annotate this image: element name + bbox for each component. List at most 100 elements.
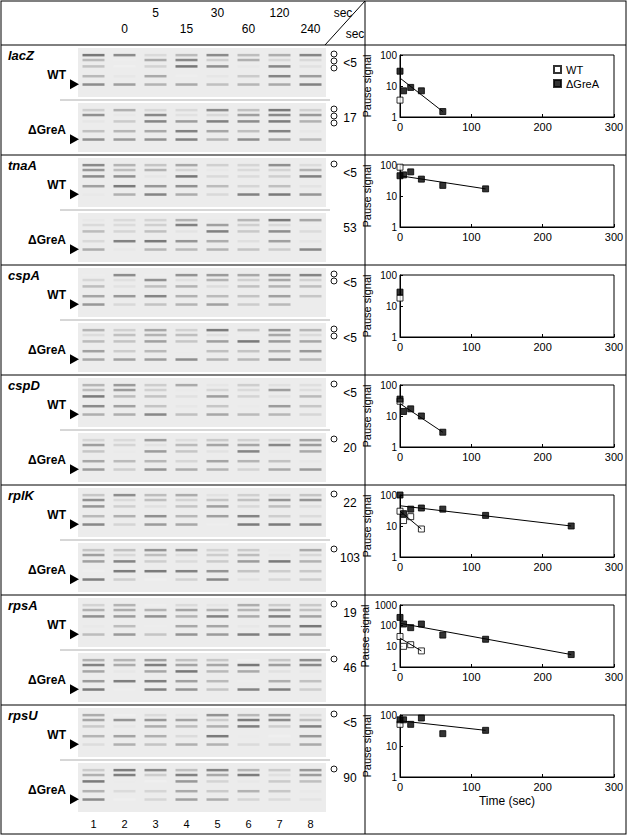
svg-text:Pause signal: Pause signal: [361, 495, 373, 558]
svg-text:sec: sec: [334, 6, 353, 20]
svg-text:100: 100: [462, 561, 480, 573]
svg-text:10: 10: [386, 411, 398, 422]
svg-text:100: 100: [380, 50, 397, 61]
svg-text:300: 300: [605, 781, 623, 793]
svg-text:10: 10: [386, 521, 398, 532]
svg-text:ΔGreA: ΔGreA: [28, 783, 66, 797]
svg-text:240: 240: [300, 22, 320, 36]
svg-text:200: 200: [533, 671, 551, 683]
svg-text:10: 10: [386, 191, 398, 202]
svg-text:7: 7: [276, 818, 282, 830]
svg-text:ΔGreA: ΔGreA: [566, 78, 600, 90]
svg-text:200: 200: [533, 341, 551, 353]
svg-text:20: 20: [343, 441, 357, 455]
svg-text:300: 300: [605, 561, 623, 573]
svg-text:WT: WT: [47, 398, 66, 412]
svg-text:3: 3: [152, 818, 158, 830]
svg-text:10: 10: [386, 741, 398, 752]
svg-text:Time (sec): Time (sec): [479, 794, 535, 808]
svg-text:300: 300: [605, 451, 623, 463]
svg-text:ΔGreA: ΔGreA: [28, 453, 66, 467]
svg-text:WT: WT: [47, 68, 66, 82]
svg-text:5: 5: [214, 818, 220, 830]
svg-text:ΔGreA: ΔGreA: [28, 343, 66, 357]
svg-text:ΔGreA: ΔGreA: [28, 563, 66, 577]
svg-text:Pause signal: Pause signal: [361, 385, 373, 448]
svg-text:5: 5: [152, 6, 159, 20]
svg-text:100: 100: [380, 270, 397, 281]
svg-text:Pause signal: Pause signal: [361, 55, 373, 118]
svg-text:tnaA: tnaA: [8, 158, 37, 173]
svg-text:<5: <5: [343, 56, 357, 70]
svg-text:Pause signal: Pause signal: [361, 715, 373, 778]
svg-text:WT: WT: [47, 508, 66, 522]
svg-text:<5: <5: [343, 276, 357, 290]
svg-text:300: 300: [605, 341, 623, 353]
svg-text:2: 2: [121, 818, 127, 830]
svg-text:200: 200: [533, 561, 551, 573]
svg-text:rplK: rplK: [8, 488, 36, 503]
svg-text:200: 200: [533, 231, 551, 243]
svg-text:53: 53: [343, 221, 357, 235]
svg-text:sec: sec: [346, 27, 365, 41]
svg-text:0: 0: [397, 231, 403, 243]
svg-text:46: 46: [343, 661, 357, 675]
svg-text:0: 0: [121, 22, 128, 36]
svg-text:17: 17: [343, 111, 357, 125]
svg-text:60: 60: [242, 22, 256, 36]
svg-text:90: 90: [343, 771, 357, 785]
svg-text:1000: 1000: [375, 600, 398, 611]
svg-text:WT: WT: [47, 618, 66, 632]
svg-text:WT: WT: [47, 728, 66, 742]
svg-text:10: 10: [386, 81, 398, 92]
svg-text:100: 100: [462, 121, 480, 133]
svg-text:200: 200: [533, 781, 551, 793]
svg-text:ΔGreA: ΔGreA: [28, 673, 66, 687]
svg-text:10: 10: [386, 641, 398, 652]
svg-text:30: 30: [211, 6, 225, 20]
svg-text:10: 10: [386, 301, 398, 312]
svg-text:WT: WT: [47, 288, 66, 302]
svg-text:300: 300: [605, 121, 623, 133]
svg-text:ΔGreA: ΔGreA: [28, 233, 66, 247]
svg-text:rpsA: rpsA: [8, 598, 38, 613]
svg-text:19: 19: [343, 606, 357, 620]
svg-text:6: 6: [245, 818, 251, 830]
svg-text:<5: <5: [343, 331, 357, 345]
svg-text:WT: WT: [566, 64, 583, 76]
svg-text:300: 300: [605, 231, 623, 243]
svg-text:<5: <5: [343, 716, 357, 730]
svg-text:WT: WT: [47, 178, 66, 192]
svg-text:0: 0: [397, 671, 403, 683]
svg-text:100: 100: [380, 380, 397, 391]
svg-text:100: 100: [462, 451, 480, 463]
svg-text:Pause signal: Pause signal: [361, 165, 373, 228]
svg-text:200: 200: [533, 451, 551, 463]
svg-text:100: 100: [380, 710, 397, 721]
svg-text:cspA: cspA: [8, 268, 40, 283]
svg-text:ΔGreA: ΔGreA: [28, 123, 66, 137]
svg-text:0: 0: [397, 341, 403, 353]
svg-text:cspD: cspD: [8, 378, 40, 393]
svg-text:100: 100: [462, 231, 480, 243]
svg-text:100: 100: [380, 490, 397, 501]
svg-text:<5: <5: [343, 166, 357, 180]
svg-text:0: 0: [397, 561, 403, 573]
svg-text:rpsU: rpsU: [8, 708, 38, 723]
svg-text:<5: <5: [343, 386, 357, 400]
svg-text:0: 0: [397, 121, 403, 133]
svg-text:4: 4: [183, 818, 189, 830]
svg-text:300: 300: [605, 671, 623, 683]
svg-text:100: 100: [462, 341, 480, 353]
svg-text:120: 120: [269, 6, 289, 20]
svg-text:1: 1: [90, 818, 96, 830]
svg-text:103: 103: [340, 551, 360, 565]
svg-text:Pause signal: Pause signal: [361, 275, 373, 338]
svg-text:100: 100: [462, 671, 480, 683]
svg-text:100: 100: [380, 620, 397, 631]
svg-text:15: 15: [180, 22, 194, 36]
svg-text:100: 100: [462, 781, 480, 793]
svg-text:lacZ: lacZ: [8, 48, 35, 63]
svg-text:100: 100: [380, 160, 397, 171]
svg-text:Pause signal: Pause signal: [359, 605, 371, 668]
